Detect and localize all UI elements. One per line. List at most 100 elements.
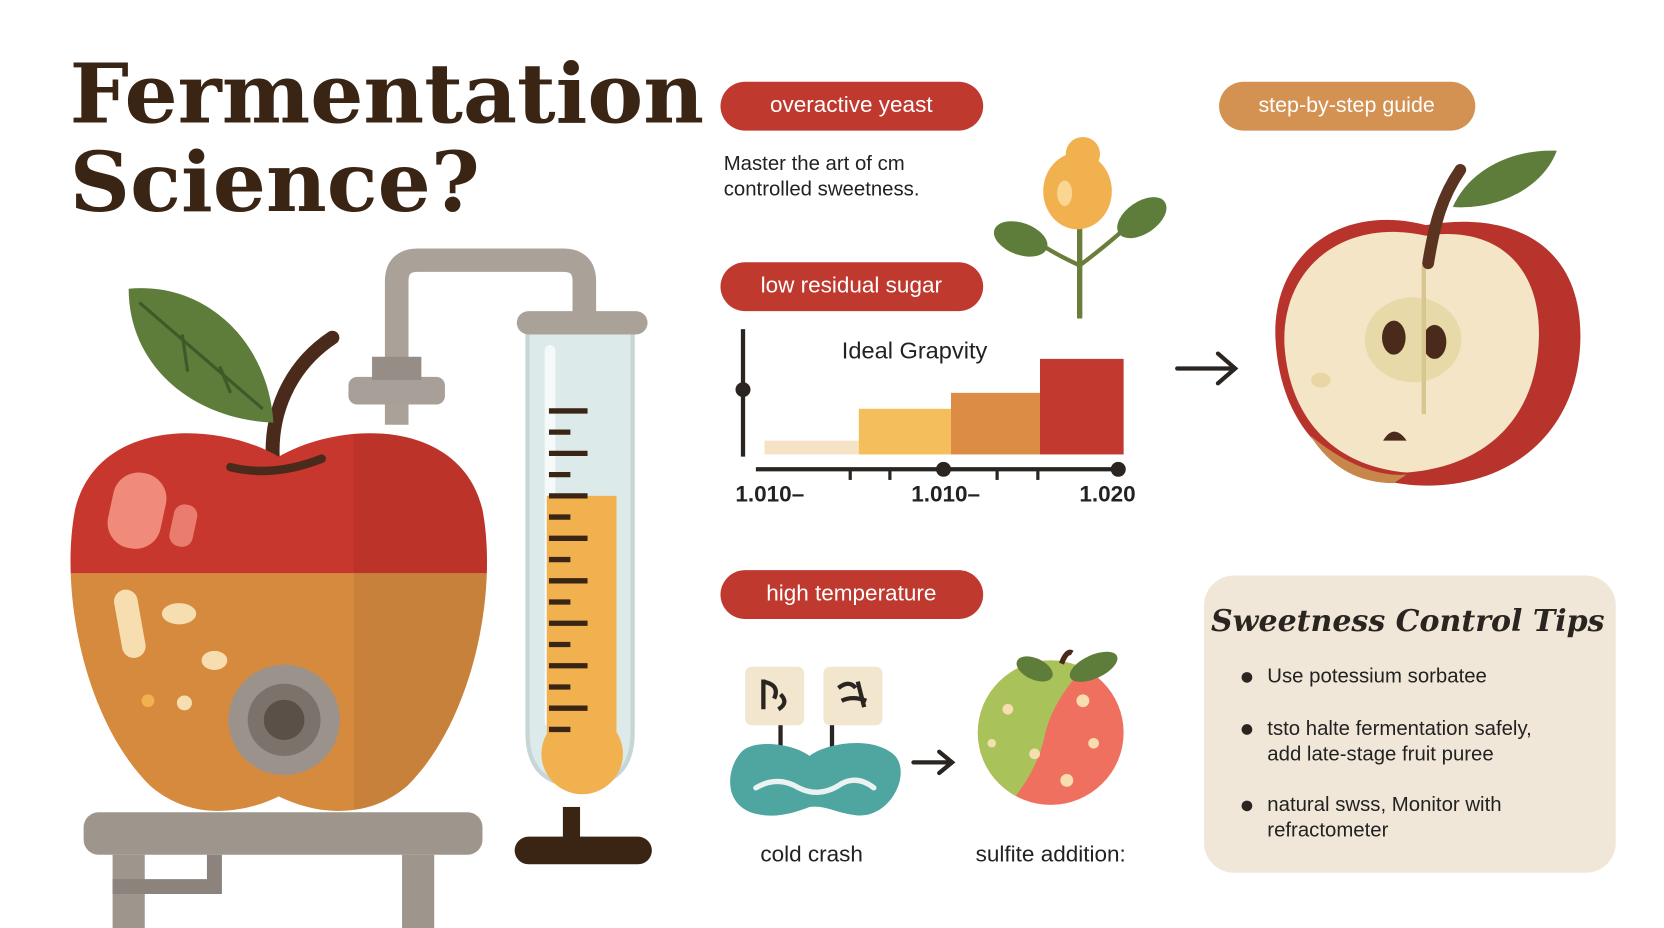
gravity-chart: Ideal Grapvity 1.010– 1.010– 1.020 (735, 329, 1136, 507)
cold-crash-illustration-shape-shape (977, 660, 1105, 805)
gravity-chart-shape (936, 461, 952, 477)
tags: overactive yeast low residual sugar high… (720, 81, 1476, 620)
apple-half-shape (1382, 320, 1406, 355)
axis-label: 1.020 (1079, 482, 1135, 507)
cold-crash-illustration: cold crash sulfite addition: (730, 649, 1126, 867)
flower-shape (1057, 180, 1073, 206)
flower-shape (1043, 152, 1112, 230)
tips-title: Sweetness Control Tips (1211, 604, 1605, 639)
cold-crash-illustration-shape (1076, 694, 1090, 708)
apple-illustration-shape (265, 330, 340, 475)
apple-illustration-shape (141, 694, 155, 708)
apple-illustration-shape (138, 301, 264, 410)
apple-illustration-shape (114, 589, 146, 658)
gravity-chart-shape (1110, 461, 1126, 477)
cold-crash-illustration-shape (987, 739, 997, 748)
tips-panel: Sweetness Control Tips Use potessium sor… (1204, 575, 1616, 873)
tip-text: add late-stage fruit puree (1267, 743, 1493, 765)
apple-half-shape (1383, 431, 1407, 441)
cold-crash-illustration-shape (1058, 649, 1074, 665)
apple-illustration-shape (83, 812, 483, 855)
apple-illustration (70, 288, 488, 928)
pipe (348, 248, 597, 425)
gravity-chart-shape (735, 382, 751, 398)
flower (993, 136, 1167, 319)
title-line: Science? (70, 133, 480, 231)
apple-illustration-shape (169, 504, 198, 547)
title-line: Fermentation (70, 45, 704, 143)
tag-label: step-by-step guide (1258, 93, 1434, 117)
chart-title: Ideal Grapvity (842, 338, 988, 364)
apple-illustration-shape (226, 454, 326, 476)
tip-text: tsto halte fermentation safely, (1267, 718, 1531, 740)
test-tube-shape (514, 836, 652, 865)
axis-label: 1.010– (911, 482, 980, 507)
cold-crash-illustration-shape (1060, 774, 1074, 787)
apple-illustration-shape (112, 854, 222, 895)
bullet (1241, 672, 1253, 683)
apple-illustration-shape (161, 603, 197, 625)
cold-crash-illustration-shape (1029, 748, 1040, 760)
apple-half-shape (1364, 297, 1462, 383)
flower-shape (1117, 197, 1167, 239)
apple-half-shape (1310, 435, 1407, 484)
cold-crash-illustration-shape (1002, 703, 1014, 715)
bullet (1241, 724, 1253, 735)
cold-crash-illustration-shape (753, 777, 877, 795)
intro: Master the art of cm (724, 153, 905, 175)
tag (1219, 81, 1476, 131)
tag-label: overactive yeast (770, 92, 933, 117)
step-label: sulfite addition: (976, 842, 1126, 867)
cold-crash-illustration-shape (977, 660, 1124, 805)
apple-half-shape (1422, 324, 1447, 359)
gravity-chart-shape (764, 440, 859, 455)
gravity-chart-shape (951, 392, 1040, 455)
apple-half-shape (1452, 150, 1557, 208)
apple-illustration-shape (201, 650, 228, 670)
gravity-chart-shape (858, 408, 952, 455)
test-tube-shape (562, 806, 581, 839)
apple-half (1275, 150, 1581, 486)
test-tube-shape (541, 713, 623, 795)
tag-label: low residual sugar (761, 273, 943, 298)
cold-crash-illustration-shape (911, 749, 956, 776)
cold-crash-illustration-shape (730, 743, 901, 816)
flower-shape (993, 221, 1048, 257)
tips-panel-shape (1204, 575, 1616, 873)
cold-crash-illustration-shape (1069, 651, 1118, 682)
intro: controlled sweetness. (724, 178, 920, 200)
tag (720, 570, 984, 620)
apple-illustration-shape (402, 854, 435, 928)
bullet (1241, 800, 1253, 812)
title: Fermentation Science? (70, 45, 704, 231)
step-label: cold crash (760, 842, 863, 867)
cold-crash-illustration-shape (1088, 737, 1099, 749)
apple-half-shape (1311, 372, 1331, 388)
tag (720, 81, 984, 131)
gravity-chart-shape (1040, 358, 1124, 455)
apple-illustration-shape (107, 472, 167, 549)
axis-label: 1.010– (735, 482, 804, 507)
cold-crash-illustration-shape (761, 679, 787, 712)
tip-text: Use potessium sorbatee (1267, 666, 1487, 688)
tip-text: refractometer (1267, 820, 1388, 842)
arrow (1175, 351, 1239, 386)
apple-illustration-shape (263, 699, 305, 741)
pipe-shape (348, 376, 445, 405)
tag (720, 262, 984, 312)
pipe-shape (384, 248, 597, 425)
tag-label: high temperature (766, 581, 936, 606)
arrow-shape (1175, 351, 1239, 386)
apple-illustration-shape-shape (353, 433, 488, 811)
tip-text: natural swss, Monitor with (1267, 794, 1501, 816)
test-tube (514, 311, 652, 865)
flower-shape (1065, 136, 1101, 171)
test-tube-shape (548, 408, 588, 733)
cold-crash-illustration-shape (1016, 656, 1053, 682)
test-tube-shape (516, 311, 648, 335)
cold-crash-illustration-shape (837, 681, 868, 708)
pipe-shape (372, 356, 422, 381)
apple-half-shape (1422, 164, 1467, 270)
